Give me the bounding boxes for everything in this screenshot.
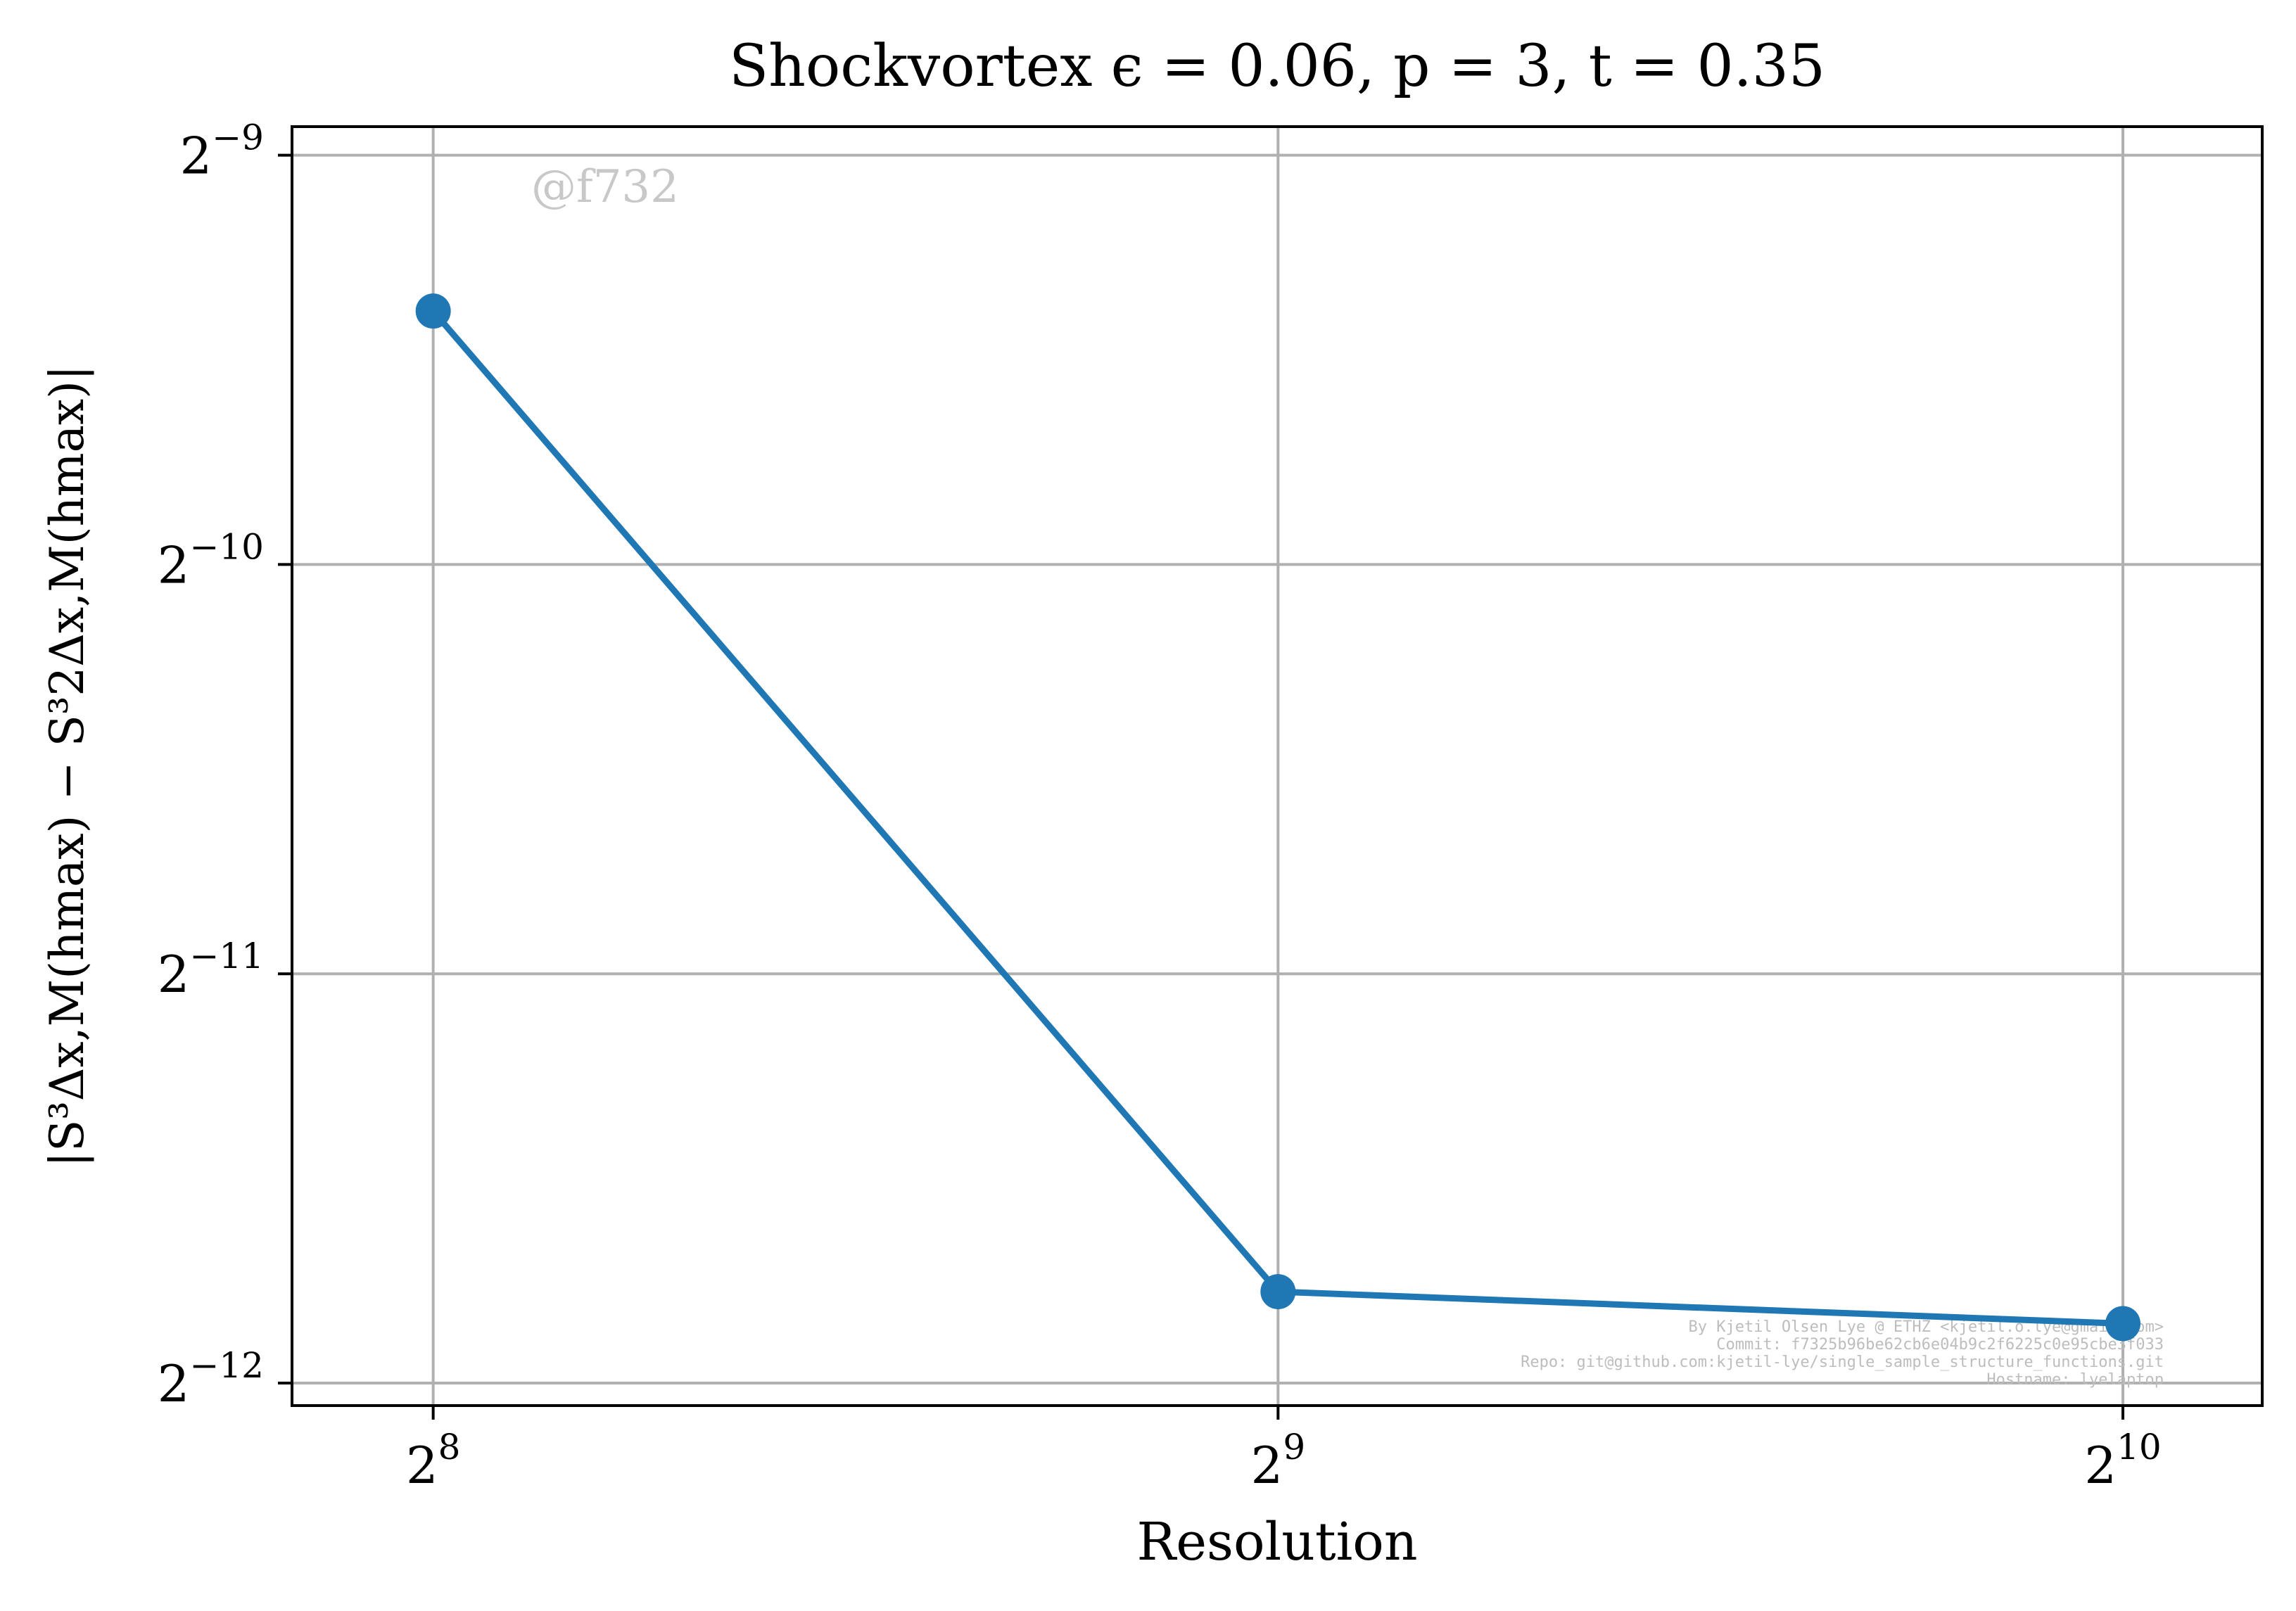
y-tick-label: 2−9 bbox=[179, 117, 264, 186]
data-point bbox=[1260, 1274, 1296, 1310]
y-tick-label: 2−10 bbox=[158, 526, 264, 594]
credit-repo: Repo: git@github.com:kjetil-lye/single_s… bbox=[1521, 1354, 2164, 1371]
y-tick-label: 2−12 bbox=[158, 1345, 264, 1413]
y-axis: 2−12 2−11 2−10 2−9 bbox=[158, 117, 292, 1413]
watermark-tag: @f732 bbox=[531, 161, 679, 213]
data-point bbox=[415, 293, 451, 329]
x-axis-label: Resolution bbox=[1137, 1512, 1418, 1572]
x-axis: 28 29 210 bbox=[406, 1406, 2162, 1495]
y-axis-label: |S³Δx,M(hmax) − S³2Δx,M(hmax)| bbox=[40, 365, 94, 1167]
credits-block: By Kjetil Olsen Lye @ ETHZ <kjetil.o.lye… bbox=[1521, 1318, 2164, 1389]
series-layer bbox=[415, 293, 2140, 1342]
chart-title: Shockvortex ϵ = 0.06, p = 3, t = 0.35 bbox=[729, 33, 1825, 100]
data-point bbox=[2105, 1306, 2140, 1342]
x-tick-label: 28 bbox=[406, 1427, 461, 1495]
x-tick-label: 29 bbox=[1251, 1427, 1306, 1495]
grid bbox=[292, 127, 2262, 1406]
y-tick-label: 2−11 bbox=[158, 936, 264, 1004]
x-tick-label: 210 bbox=[2084, 1427, 2161, 1495]
credit-commit: Commit: f7325b96be62cb6e04b9c2f6225c0e95… bbox=[1716, 1336, 2164, 1354]
credit-hostname: Hostname: lyelaptop bbox=[1986, 1371, 2164, 1389]
